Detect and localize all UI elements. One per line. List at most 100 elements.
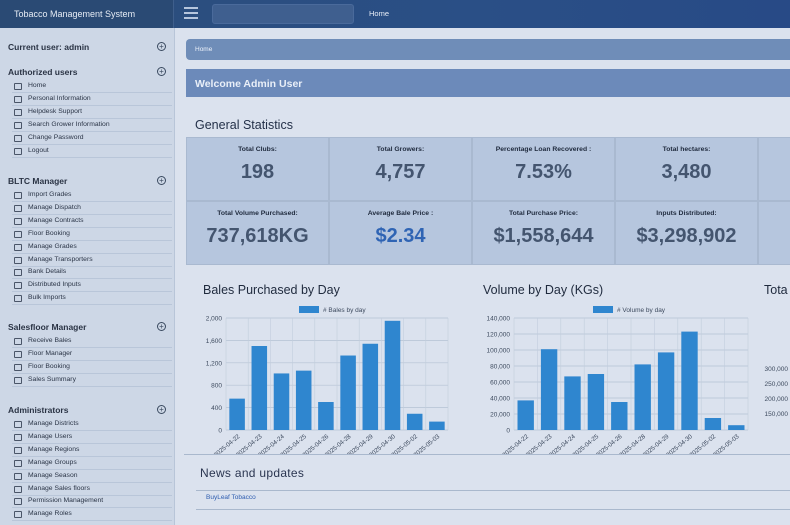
- stat-card: Inputs Distributed: $3,298,902: [615, 201, 758, 265]
- x-tick-label: 2025-04-30: [665, 433, 694, 454]
- y-tick-label: 250,000: [765, 381, 789, 388]
- sidebar-item[interactable]: Distributed Inputs: [12, 279, 172, 293]
- y-tick-label: 20,000: [490, 412, 510, 419]
- y-tick-label: 2,000: [206, 316, 223, 323]
- sidebar-item[interactable]: Manage Users: [12, 431, 172, 444]
- sidebar-item[interactable]: Manage Dispatch: [12, 202, 172, 215]
- sidebar-item-label: Sales Summary: [28, 375, 76, 383]
- bar: [295, 370, 312, 430]
- bar: [384, 320, 401, 430]
- stat-card: Percentage Loan Recovered : 7.53%: [472, 137, 615, 201]
- sidebar-item[interactable]: Import Grades: [12, 189, 172, 202]
- users-icon: [14, 485, 22, 493]
- bar: [517, 400, 534, 430]
- sidebar-item[interactable]: Floor Booking: [12, 228, 172, 241]
- sidebar-item[interactable]: Personal Information: [12, 93, 172, 106]
- plus-circle-icon[interactable]: +: [157, 322, 166, 331]
- sidebar-item-label: Search Grower Information: [28, 120, 110, 128]
- stat-label: Percentage Loan Recovered :: [495, 146, 592, 153]
- truck-icon: [14, 204, 22, 212]
- plus-circle-icon[interactable]: +: [157, 42, 166, 51]
- list-icon: [14, 338, 22, 345]
- user-icon: [14, 95, 22, 103]
- bar: [681, 331, 698, 430]
- menu-toggle-icon[interactable]: [184, 7, 198, 19]
- y-tick-label: 80,000: [490, 364, 510, 371]
- stat-value: $2.34: [375, 225, 426, 247]
- y-tick-label: 150,000: [765, 411, 789, 418]
- partial-chart: 150,000 200,000 250,000 300,000: [765, 366, 789, 418]
- bar: [229, 398, 245, 430]
- bar: [406, 413, 423, 430]
- plus-circle-icon[interactable]: +: [157, 405, 166, 414]
- sidebar-item[interactable]: Manage Grades: [12, 241, 172, 254]
- sidebar-item[interactable]: Manage Roles: [12, 508, 172, 522]
- sidebar-item[interactable]: Manage Sales floors: [12, 483, 172, 496]
- bar: [657, 352, 675, 430]
- calendar-icon: [14, 363, 22, 371]
- breadcrumb[interactable]: Home: [186, 39, 790, 60]
- sidebar-item-label: Manage Grades: [28, 242, 77, 250]
- sidebar-item[interactable]: Logout: [12, 145, 172, 158]
- sidebar-item[interactable]: Change Password: [12, 132, 172, 145]
- app-title[interactable]: Tobacco Management System: [0, 0, 174, 28]
- divider: [184, 454, 790, 455]
- welcome-banner: Welcome Admin User: [186, 69, 790, 97]
- y-tick-label: 400: [211, 405, 222, 412]
- bar: [251, 346, 268, 430]
- users-icon: [14, 421, 22, 428]
- sidebar-item[interactable]: Home: [12, 80, 172, 93]
- stat-card: Average Bale Price : $2.34: [329, 201, 472, 265]
- sidebar-item-label: Import Grades: [28, 191, 72, 198]
- y-tick-label: 300,000: [765, 366, 789, 373]
- news-item-link[interactable]: BuyLeaf Tobacco: [206, 494, 256, 501]
- chart-title: Tota: [764, 283, 788, 297]
- sidebar-item[interactable]: Manage Regions: [12, 444, 172, 457]
- stat-label: Total Volume Purchased:: [217, 210, 298, 217]
- bar: [429, 421, 445, 430]
- sidebar-item[interactable]: Permission Management: [12, 495, 172, 509]
- sidebar-item[interactable]: Helpdesk Support: [12, 106, 172, 119]
- sidebar-item[interactable]: Sales Summary: [12, 374, 172, 387]
- news-title: News and updates: [200, 466, 305, 480]
- sidebar-item[interactable]: Manage Contracts: [12, 215, 172, 228]
- sidebar-item[interactable]: Manage Transporters: [12, 254, 172, 267]
- y-tick-label: 1,200: [206, 360, 223, 367]
- sidebar-item[interactable]: Manage Groups: [12, 457, 172, 470]
- sidebar-item-label: Logout: [28, 146, 49, 154]
- sidebar-item[interactable]: Search Grower Information: [12, 119, 172, 132]
- list-icon: [14, 376, 22, 384]
- top-nav-home-link[interactable]: Home: [369, 9, 390, 18]
- users-icon: [14, 498, 22, 506]
- bar: [587, 374, 605, 430]
- x-tick-label: 2025-04-28: [618, 433, 647, 454]
- sidebar-item[interactable]: Floor Booking: [12, 361, 172, 374]
- plus-circle-icon[interactable]: +: [157, 67, 166, 76]
- y-tick-label: 140,000: [487, 316, 511, 323]
- x-tick-label: 2025-05-03: [712, 433, 741, 454]
- plus-circle-icon[interactable]: +: [157, 176, 166, 185]
- sidebar-item[interactable]: Manage Season: [12, 470, 172, 483]
- bales-by-day-chart: 04008001,2001,6002,0002025-04-222025-04-…: [206, 306, 449, 454]
- y-tick-label: 800: [211, 383, 222, 390]
- stat-value: 198: [240, 161, 275, 183]
- sidebar-item[interactable]: Manage Districts: [12, 418, 172, 431]
- users-icon: [14, 511, 22, 519]
- search-input[interactable]: [212, 4, 354, 24]
- sidebar-item[interactable]: Receive Bales: [12, 335, 172, 348]
- stat-value: $3,298,902: [636, 225, 737, 247]
- sidebar-item-label: Floor Manager: [28, 349, 73, 357]
- sidebar-item-label: Receive Bales: [28, 337, 72, 344]
- x-tick-label: 2025-04-22: [501, 433, 530, 454]
- y-tick-label: 120,000: [487, 332, 511, 339]
- grade-icon: [14, 243, 22, 251]
- bar: [273, 373, 290, 430]
- sidebar-item-label: Helpdesk Support: [28, 107, 83, 115]
- sidebar-item[interactable]: Bulk Imports: [12, 292, 172, 306]
- sidebar-item-label: Manage Dispatch: [28, 203, 81, 211]
- sidebar-item-label: Bulk Imports: [28, 294, 66, 302]
- sidebar-item[interactable]: Floor Manager: [12, 348, 172, 361]
- main-content: Home Welcome Admin User General Statisti…: [176, 28, 790, 525]
- sidebar-item[interactable]: Bank Details: [12, 266, 172, 280]
- x-tick-label: 2025-04-24: [548, 433, 577, 454]
